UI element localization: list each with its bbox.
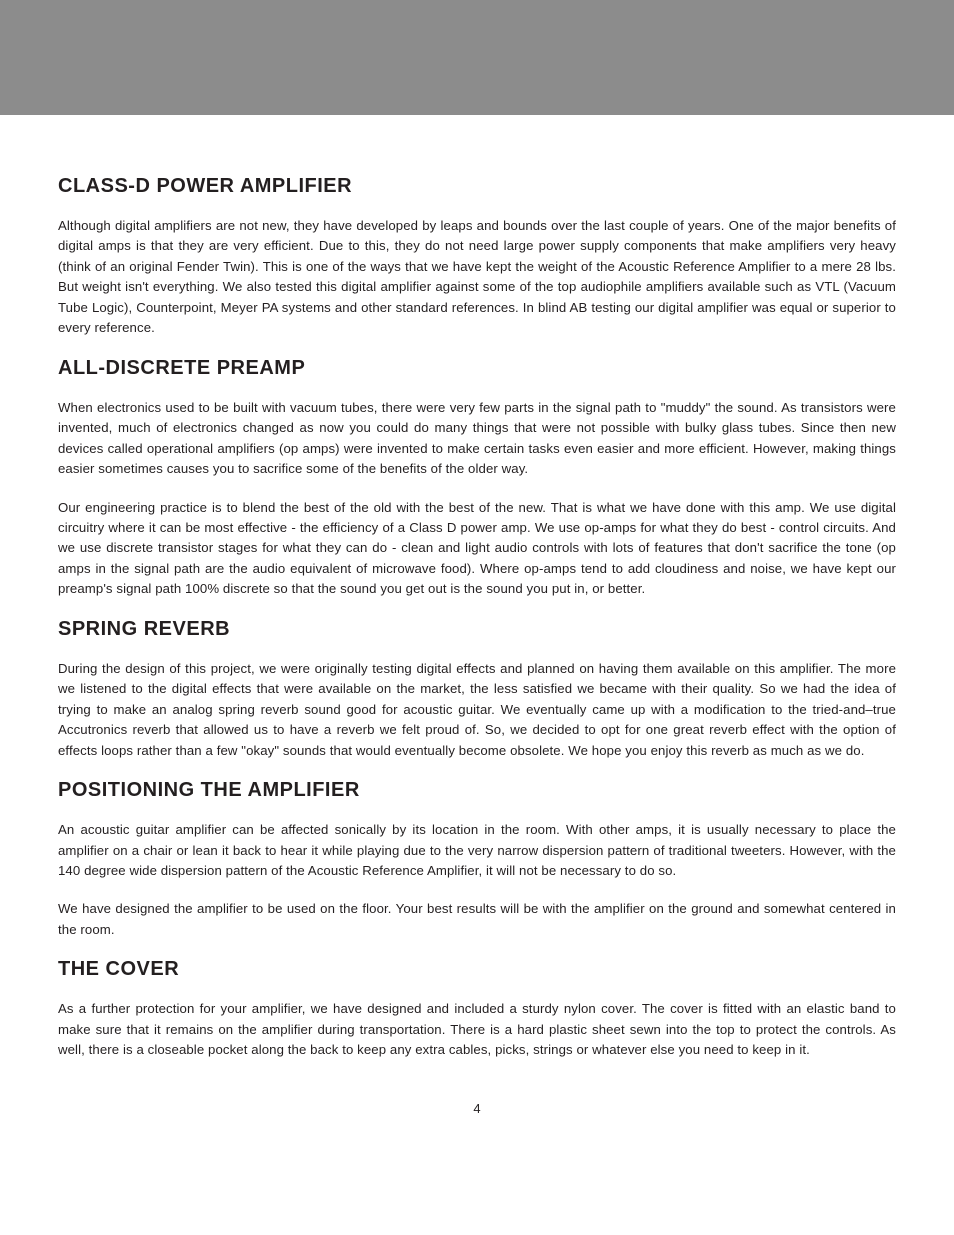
section-heading-reverb: SPRING REVERB xyxy=(58,618,896,641)
section-heading-class-d: CLASS-D POWER AMPLIFIER xyxy=(58,175,896,198)
body-paragraph: As a further protection for your amplifi… xyxy=(58,999,896,1060)
content-area: CLASS-D POWER AMPLIFIER Although digital… xyxy=(0,115,954,1156)
body-paragraph: When electronics used to be built with v… xyxy=(58,398,896,480)
section-heading-cover: THE COVER xyxy=(58,958,896,981)
section-heading-preamp: ALL-DISCRETE PREAMP xyxy=(58,357,896,380)
body-paragraph: Although digital amplifiers are not new,… xyxy=(58,216,896,339)
header-band xyxy=(0,0,954,115)
body-paragraph: An acoustic guitar amplifier can be affe… xyxy=(58,820,896,881)
section-heading-positioning: POSITIONING THE AMPLIFIER xyxy=(58,779,896,802)
page-number: 4 xyxy=(58,1101,896,1116)
body-paragraph: During the design of this project, we we… xyxy=(58,659,896,761)
body-paragraph: Our engineering practice is to blend the… xyxy=(58,498,896,600)
body-paragraph: We have designed the amplifier to be use… xyxy=(58,899,896,940)
page: CLASS-D POWER AMPLIFIER Although digital… xyxy=(0,0,954,1156)
